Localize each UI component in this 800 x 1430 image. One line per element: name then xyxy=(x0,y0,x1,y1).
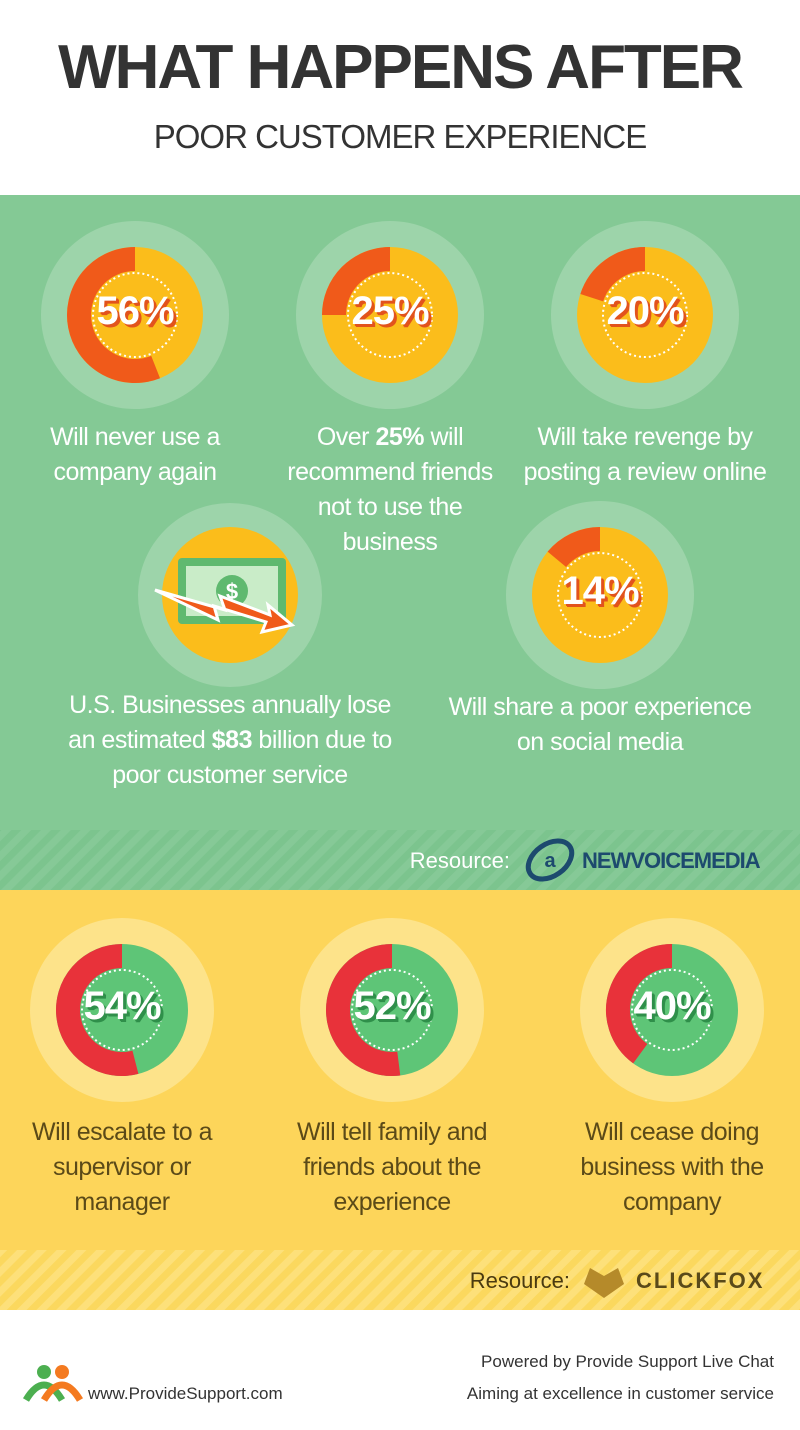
percent-arc xyxy=(547,527,601,568)
percent-label: 52% xyxy=(353,984,431,1028)
svg-text:$: $ xyxy=(226,579,238,604)
resource-label: Resource: xyxy=(409,848,510,873)
newvoicemedia-logo: a xyxy=(525,838,575,882)
text: Will take revenge by posting a review on… xyxy=(523,423,767,486)
percent-arc xyxy=(325,944,401,1076)
money-text: U.S. Businesses annually lose an estimat… xyxy=(60,688,400,793)
percent-label: 25% xyxy=(351,289,429,333)
stat-text: Will take revenge by posting a review on… xyxy=(520,420,770,490)
text: billion due to poor customer service xyxy=(112,726,392,789)
text: Over xyxy=(316,423,376,451)
footer-url: www.ProvideSupport.com xyxy=(88,1384,283,1403)
stat-text: Will tell family and friends about the e… xyxy=(292,1115,492,1220)
dotted-circle xyxy=(92,272,178,358)
resource-name: NEWVOICEMEDIA xyxy=(582,848,761,873)
text: Will tell family and friends about the e… xyxy=(296,1118,488,1216)
yellow-strip xyxy=(0,1250,800,1310)
clickfox-logo xyxy=(584,1268,624,1298)
title: WHAT HAPPENS AFTER xyxy=(58,33,744,102)
stat-text: Will cease doing business with the compa… xyxy=(577,1115,767,1220)
text: Will never use a company again xyxy=(50,423,220,486)
money-icon: $ xyxy=(154,558,296,635)
bold-text: $83 xyxy=(211,726,253,754)
percent-arc xyxy=(67,247,161,383)
percent-label: 20% xyxy=(606,289,684,333)
text: U.S. Businesses annually lose an estimat… xyxy=(68,691,391,754)
percent-label: 40% xyxy=(633,984,711,1028)
text: Will escalate to a supervisor or manager xyxy=(32,1118,212,1216)
subtitle: POOR CUSTOMER EXPERIENCE xyxy=(153,118,647,155)
stat-text: Over 25% will recommend friends not to u… xyxy=(285,420,495,560)
resource-name: CLICKFOX xyxy=(636,1268,765,1293)
stat-text: Will escalate to a supervisor or manager xyxy=(32,1115,212,1220)
text: will recommend friends not to use the bu… xyxy=(287,423,493,556)
text: 25% xyxy=(375,423,424,451)
footer-tagline: Aiming at excellence in customer service xyxy=(466,1384,774,1403)
dotted-circle xyxy=(351,969,433,1051)
provide-support-logo xyxy=(22,1365,84,1402)
dotted-circle xyxy=(81,969,163,1051)
dotted-circle xyxy=(557,552,643,638)
percent-arc xyxy=(56,944,139,1076)
svg-text:a: a xyxy=(544,850,556,872)
dotted-circle xyxy=(602,272,688,358)
percent-arc xyxy=(606,944,673,1064)
dotted-circle xyxy=(631,969,713,1051)
dotted-circle xyxy=(347,272,433,358)
resource-label: Resource: xyxy=(469,1268,570,1293)
green-strip xyxy=(0,830,800,890)
text: Will share a poor experience on social m… xyxy=(448,693,752,756)
percent-label: 56% xyxy=(96,289,174,333)
percent-label: 54% xyxy=(83,984,161,1028)
percent-arc xyxy=(580,247,646,302)
percent-label: 14% xyxy=(561,569,639,613)
text: Will cease doing business with the compa… xyxy=(580,1118,764,1216)
percent-arc xyxy=(322,247,391,316)
footer-powered: Powered by Provide Support Live Chat xyxy=(481,1352,774,1371)
stat-text: Will share a poor experience on social m… xyxy=(445,690,755,760)
stat-text: Will never use a company again xyxy=(35,420,235,490)
